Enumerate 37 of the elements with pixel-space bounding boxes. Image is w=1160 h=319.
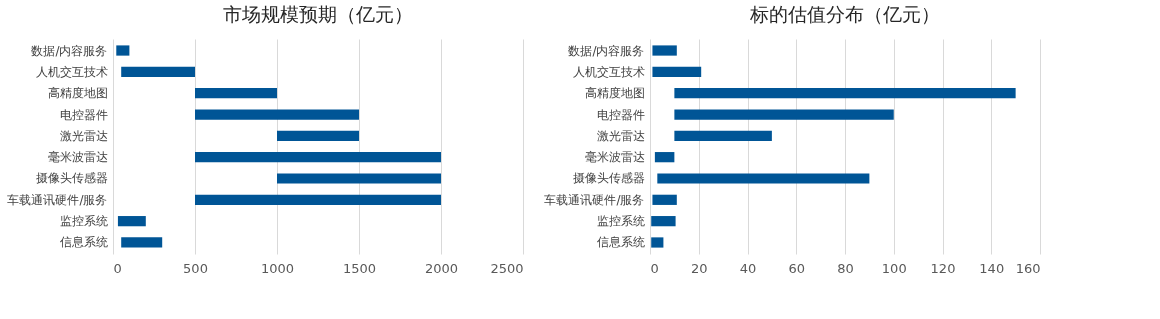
y-tick-label: 数据/内容服务	[568, 43, 645, 58]
y-tick-label: 人机交互技术	[572, 64, 645, 79]
x-tick-label: 1000	[260, 260, 295, 276]
y-tick-label: 毫米波雷达	[584, 150, 645, 165]
y-tick-label: 车载通讯硬件/服务	[544, 192, 645, 207]
x-tick-label: 20	[690, 260, 708, 276]
x-tick-label: 160	[1015, 260, 1041, 276]
y-tick-label: 激光雷达	[596, 128, 645, 143]
x-tick-label: 1500	[342, 260, 377, 276]
x-tick-label: 120	[930, 260, 956, 276]
x-tick-label: 40	[739, 260, 757, 276]
y-tick-label: 摄像头传感器	[35, 171, 108, 186]
x-tick-label: 140	[979, 260, 1005, 276]
y-tick-label: 电控器件	[596, 107, 645, 122]
x-tick-label: 80	[837, 260, 854, 276]
y-tick-label: 信息系统	[59, 235, 108, 250]
x-tick-label: 0	[113, 260, 122, 276]
x-tick-label: 60	[788, 260, 806, 276]
y-tick-label: 信息系统	[596, 235, 645, 250]
y-tick-label: 监控系统	[596, 214, 645, 229]
chart-title: 市场规模预期（亿元）	[223, 3, 413, 25]
x-tick-label: 500	[183, 260, 208, 276]
chart-title: 标的估值分布（亿元）	[749, 3, 940, 25]
x-tick-label: 2000	[424, 260, 459, 276]
y-tick-label: 车载通讯硬件/服务	[7, 192, 108, 207]
x-tick-label: 0	[650, 260, 659, 276]
y-tick-label: 激光雷达	[59, 128, 108, 143]
y-tick-label: 人机交互技术	[35, 64, 108, 79]
y-tick-label: 摄像头传感器	[572, 171, 645, 186]
y-tick-label: 高精度地图	[584, 86, 645, 101]
y-tick-label: 电控器件	[59, 107, 108, 122]
x-tick-label: 100	[881, 260, 907, 276]
y-tick-label: 毫米波雷达	[47, 150, 108, 165]
y-tick-label: 数据/内容服务	[31, 43, 108, 58]
y-tick-label: 监控系统	[59, 214, 108, 229]
y-tick-label: 高精度地图	[47, 86, 108, 101]
x-tick-label: 2500	[490, 260, 524, 276]
